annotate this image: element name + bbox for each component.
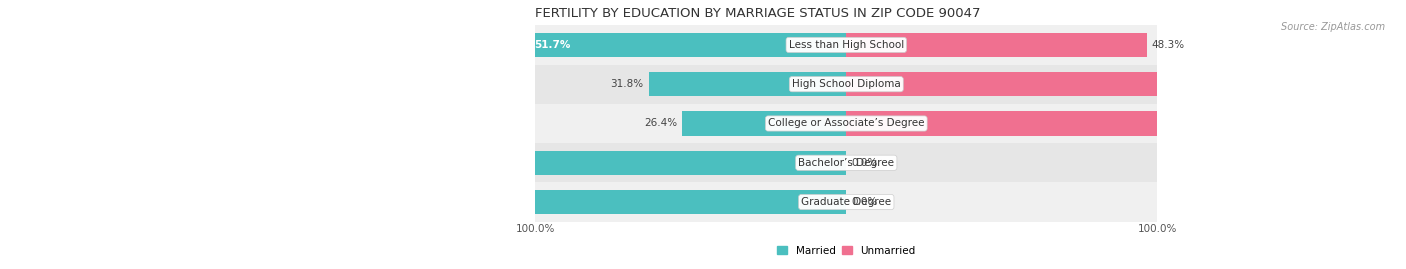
Text: 0.0%: 0.0%	[851, 197, 877, 207]
Bar	[682, 111, 846, 136]
Text: 31.8%: 31.8%	[610, 79, 644, 89]
Bar	[524, 33, 846, 57]
Text: 100.0%: 100.0%	[233, 158, 277, 168]
Text: FERTILITY BY EDUCATION BY MARRIAGE STATUS IN ZIP CODE 90047: FERTILITY BY EDUCATION BY MARRIAGE STATU…	[536, 7, 981, 20]
Legend: Married, Unmarried: Married, Unmarried	[773, 241, 920, 260]
Bar	[846, 72, 1270, 96]
Text: Less than High School: Less than High School	[789, 40, 904, 50]
Bar	[846, 111, 1305, 136]
Bar	[225, 25, 1406, 65]
Bar	[225, 143, 1406, 182]
Text: 51.7%: 51.7%	[534, 40, 571, 50]
Text: Graduate Degree: Graduate Degree	[801, 197, 891, 207]
Text: Bachelor’s Degree: Bachelor’s Degree	[799, 158, 894, 168]
Text: 26.4%: 26.4%	[644, 118, 678, 129]
Text: Source: ZipAtlas.com: Source: ZipAtlas.com	[1281, 22, 1385, 31]
Text: 48.3%: 48.3%	[1152, 40, 1185, 50]
Bar	[225, 104, 1406, 143]
Bar	[225, 65, 1406, 104]
Bar	[225, 151, 846, 175]
Text: 68.2%: 68.2%	[1225, 79, 1261, 89]
Text: 100.0%: 100.0%	[233, 197, 277, 207]
Bar	[648, 72, 846, 96]
Text: 0.0%: 0.0%	[851, 158, 877, 168]
Bar	[846, 33, 1146, 57]
Text: College or Associate’s Degree: College or Associate’s Degree	[768, 118, 925, 129]
Bar	[225, 190, 846, 214]
Bar	[225, 182, 1406, 222]
Text: High School Diploma: High School Diploma	[792, 79, 901, 89]
Text: 73.7%: 73.7%	[1258, 118, 1295, 129]
